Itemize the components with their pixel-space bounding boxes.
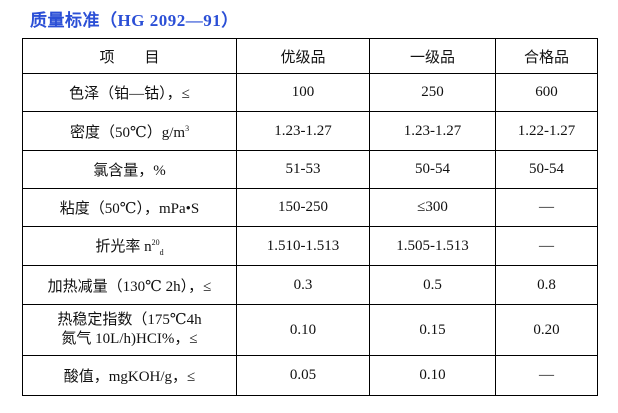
table-row: 折光率 n20d 1.510-1.513 1.505-1.513— bbox=[22, 226, 598, 266]
label-cell: 氯含量，% bbox=[22, 150, 237, 189]
label-line: 热稳定指数（175℃4h bbox=[57, 312, 202, 328]
label-text: 密度（50℃）g/m bbox=[69, 124, 186, 141]
header-cell: 项 目 bbox=[22, 38, 237, 74]
value-cell: 50-54 bbox=[495, 150, 598, 189]
table-body: 项 目优级品 一级品 合格品色泽（铂—钴），≤ 100 250 600 密度（50℃）g/m… bbox=[22, 38, 598, 396]
quality-table: 项 目优级品 一级品 合格品色泽（铂—钴），≤ 100 250 600 密度（50℃）g/m… bbox=[22, 38, 598, 396]
value-cell: 0.5 bbox=[369, 265, 496, 305]
value-cell: 1.510-1.513 bbox=[236, 226, 370, 266]
value-cell: 600 bbox=[495, 73, 598, 112]
header-cell: 一级品 bbox=[369, 38, 496, 74]
value-cell: 1.23-1.27 bbox=[369, 111, 496, 151]
value-cell: — bbox=[495, 226, 598, 266]
value-cell: — bbox=[495, 188, 598, 227]
header-row: 项 目优级品 一级品 合格品 bbox=[22, 38, 598, 74]
label-sup: 20 bbox=[151, 238, 160, 247]
label-sup: 3 bbox=[185, 123, 190, 133]
label-cell: 热稳定指数（175℃4h 氮气 10L/h)HCI%，≤ bbox=[22, 304, 237, 356]
value-cell: 1.23-1.27 bbox=[236, 111, 370, 151]
table-row: 酸值，mgKOH/g，≤ 0.05 0.10— bbox=[22, 355, 598, 396]
label-text: 粘度（50℃），mPa•S bbox=[59, 201, 200, 217]
label-cell: 加热减量（130℃ 2h），≤ bbox=[22, 265, 237, 305]
label-text: 氯含量，% bbox=[93, 163, 166, 179]
table-row: 热稳定指数（175℃4h 氮气 10L/h)HCI%，≤ 0.10 0.15 0.20 bbox=[22, 304, 598, 356]
title: 质量标准（HG 2092—91） bbox=[30, 11, 239, 30]
value-cell: 51-53 bbox=[236, 150, 370, 189]
value-cell: 50-54 bbox=[369, 150, 496, 189]
value-cell: 100 bbox=[236, 73, 370, 112]
label-cell: 密度（50℃）g/m3 bbox=[22, 111, 237, 151]
value-cell: — bbox=[495, 355, 598, 396]
table-row: 密度（50℃）g/m3 1.23-1.27 1.23-1.27 1.22-1.27 bbox=[22, 111, 598, 151]
label-text: 折光率 n bbox=[95, 239, 152, 255]
table-row: 氯含量，% 51-53 50-54 50-54 bbox=[22, 150, 598, 189]
table-row: 色泽（铂—钴），≤ 100 250 600 bbox=[22, 73, 598, 112]
header-cell: 合格品 bbox=[495, 38, 598, 74]
value-cell: 0.20 bbox=[495, 304, 598, 356]
table-row: 粘度（50℃），mPa•S 150-250 ≤300— bbox=[22, 188, 598, 227]
value-cell: 1.22-1.27 bbox=[495, 111, 598, 151]
value-cell: 0.3 bbox=[236, 265, 370, 305]
value-cell: 0.10 bbox=[236, 304, 370, 356]
value-cell: 0.8 bbox=[495, 265, 598, 305]
value-cell: ≤300 bbox=[369, 188, 496, 227]
label-cell: 折光率 n20d bbox=[22, 226, 237, 266]
value-cell: 0.10 bbox=[369, 355, 496, 396]
value-cell: 0.05 bbox=[236, 355, 370, 396]
value-cell: 250 bbox=[369, 73, 496, 112]
label-text: 酸值，mgKOH/g，≤ bbox=[63, 369, 196, 385]
label-cell: 酸值，mgKOH/g，≤ bbox=[22, 355, 237, 396]
label-cell: 粘度（50℃），mPa•S bbox=[22, 188, 237, 227]
label-text: 色泽（铂—钴），≤ bbox=[69, 86, 190, 102]
label-line: 氮气 10L/h)HCI%，≤ bbox=[61, 331, 198, 347]
value-cell: 0.15 bbox=[369, 304, 496, 356]
table-row: 加热减量（130℃ 2h），≤ 0.3 0.5 0.8 bbox=[22, 265, 598, 305]
value-cell: 150-250 bbox=[236, 188, 370, 227]
label-sub: d bbox=[159, 248, 164, 257]
value-cell: 1.505-1.513 bbox=[369, 226, 496, 266]
label-cell: 色泽（铂—钴），≤ bbox=[22, 73, 237, 112]
label-text: 加热减量（130℃ 2h），≤ bbox=[47, 278, 212, 295]
header-cell: 优级品 bbox=[236, 38, 370, 74]
